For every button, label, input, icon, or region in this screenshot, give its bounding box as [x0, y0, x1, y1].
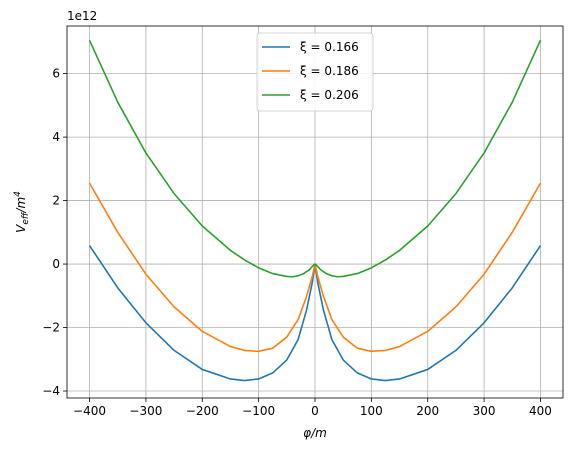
legend-label-1: ξ = 0.166 [300, 40, 359, 54]
legend-label-3: ξ = 0.206 [300, 88, 359, 102]
legend-box [256, 32, 374, 112]
x-tick-label: 300 [473, 404, 496, 418]
y-axis-ticks: −4 −2 0 2 4 6 [42, 67, 67, 398]
y-tick-label: −2 [42, 321, 60, 335]
x-tick-label: 400 [529, 404, 552, 418]
x-tick-label: −300 [129, 404, 162, 418]
y-tick-label: 0 [52, 257, 60, 271]
y-axis-label: Veff/m4 [13, 191, 31, 233]
y-axis-label-main: V [14, 224, 28, 233]
x-tick-label: −400 [73, 404, 106, 418]
y-axis-label-sup: 4 [13, 191, 23, 197]
legend-label-2: ξ = 0.186 [300, 64, 359, 78]
x-tick-label: −100 [242, 404, 275, 418]
x-tick-label: 100 [360, 404, 383, 418]
x-axis-ticks: −400 −300 −200 −100 0 100 200 300 400 [73, 398, 552, 418]
y-axis-label-tail: /m [14, 197, 28, 214]
legend: ξ = 0.166 ξ = 0.186 ξ = 0.206 [256, 32, 374, 112]
y-tick-label: 2 [52, 194, 60, 208]
plot-series [88, 39, 542, 382]
y-tick-label: 4 [52, 130, 60, 144]
x-tick-label: 0 [311, 404, 319, 418]
x-tick-label: 200 [416, 404, 439, 418]
y-tick-label: −4 [42, 384, 60, 398]
x-tick-label: −200 [186, 404, 219, 418]
y-offset-label: 1e12 [67, 9, 97, 23]
series-line-3 [88, 39, 542, 278]
x-axis-label: φ/m [303, 426, 327, 440]
y-tick-label: 6 [52, 67, 60, 81]
y-axis-label-sub: eff [21, 211, 31, 225]
